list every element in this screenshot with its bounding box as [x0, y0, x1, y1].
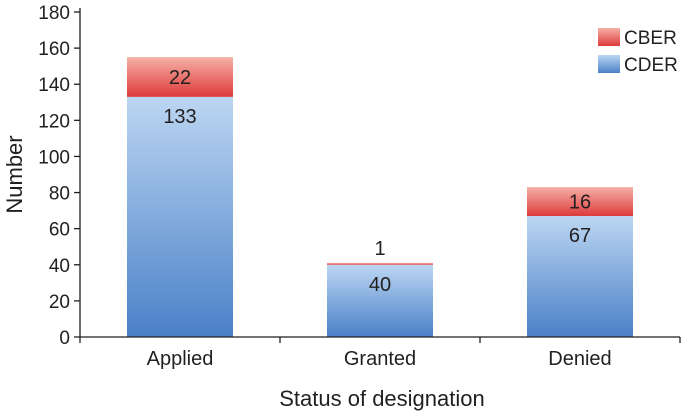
legend-label-cber: CBER — [624, 28, 677, 49]
bar-cder-denied — [527, 216, 633, 337]
y-tick-label-180: 180 — [38, 3, 70, 24]
y-tick-label-120: 120 — [38, 111, 70, 132]
bar-cber-applied — [127, 57, 233, 97]
data-label-cber-denied: 16 — [569, 192, 591, 214]
y-tick-label-140: 140 — [38, 75, 70, 96]
data-label-cder-denied: 67 — [569, 225, 591, 247]
y-tick-label-160: 160 — [38, 39, 70, 60]
y-tick-label-20: 20 — [49, 292, 70, 313]
y-tick-label-80: 80 — [49, 184, 70, 205]
y-tick-label-40: 40 — [49, 256, 70, 277]
legend-swatch-cder — [598, 55, 620, 73]
data-label-cber-granted: 1 — [374, 238, 385, 260]
data-label-cber-applied: 22 — [169, 67, 191, 89]
x-tick-label-applied: Applied — [147, 348, 214, 370]
data-label-cder-granted: 40 — [369, 274, 391, 296]
y-tick-label-100: 100 — [38, 147, 70, 168]
y-tick-label-60: 60 — [49, 220, 70, 241]
legend-swatch-cber — [598, 28, 620, 46]
legend-label-cder: CDER — [624, 55, 678, 76]
y-axis-title: Number — [2, 135, 27, 213]
x-axis-title: Status of designation — [279, 386, 484, 411]
y-tick-label-0: 0 — [59, 328, 70, 349]
data-label-cder-applied: 133 — [163, 106, 196, 128]
x-tick-label-denied: Denied — [548, 348, 611, 370]
bar-cber-granted — [327, 262, 433, 265]
bar-cber-denied — [527, 187, 633, 217]
bar-cder-applied — [127, 96, 233, 337]
bar-cder-granted — [327, 264, 433, 337]
x-tick-label-granted: Granted — [344, 348, 416, 370]
